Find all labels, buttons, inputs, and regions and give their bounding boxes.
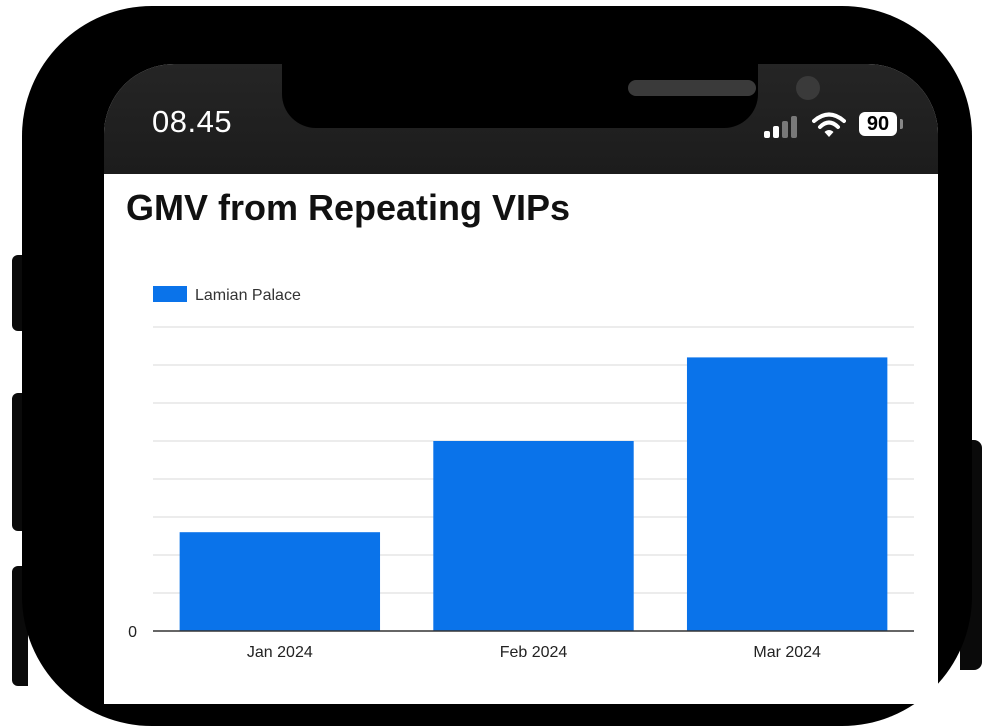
x-tick-label: Mar 2024	[753, 644, 821, 661]
cellular-signal-icon	[764, 112, 804, 138]
phone-screen: 08.45 90 GMV from Repeating VIPs Lamian …	[104, 64, 938, 704]
battery-icon: 90	[859, 112, 897, 136]
x-tick-label: Feb 2024	[500, 644, 568, 661]
chart-title: GMV from Repeating VIPs	[126, 187, 571, 228]
front-camera	[796, 76, 820, 100]
bar-chart: Lamian Palace Jan 2024 Feb 2024 Mar 2024 0	[128, 286, 914, 661]
phone-frame: 08.45 90 GMV from Repeating VIPs Lamian …	[22, 6, 972, 726]
bar	[179, 532, 381, 631]
x-tick-label: Jan 2024	[247, 644, 313, 661]
status-time: 08.45	[152, 104, 233, 139]
bar	[433, 441, 634, 631]
legend-swatch	[153, 286, 187, 302]
bar	[686, 357, 888, 631]
legend-label: Lamian Palace	[195, 287, 301, 304]
battery-tip	[900, 119, 903, 129]
notch	[282, 64, 820, 128]
speaker-grille	[628, 80, 756, 96]
wifi-icon	[812, 112, 846, 137]
y-tick-label: 0	[128, 624, 137, 641]
